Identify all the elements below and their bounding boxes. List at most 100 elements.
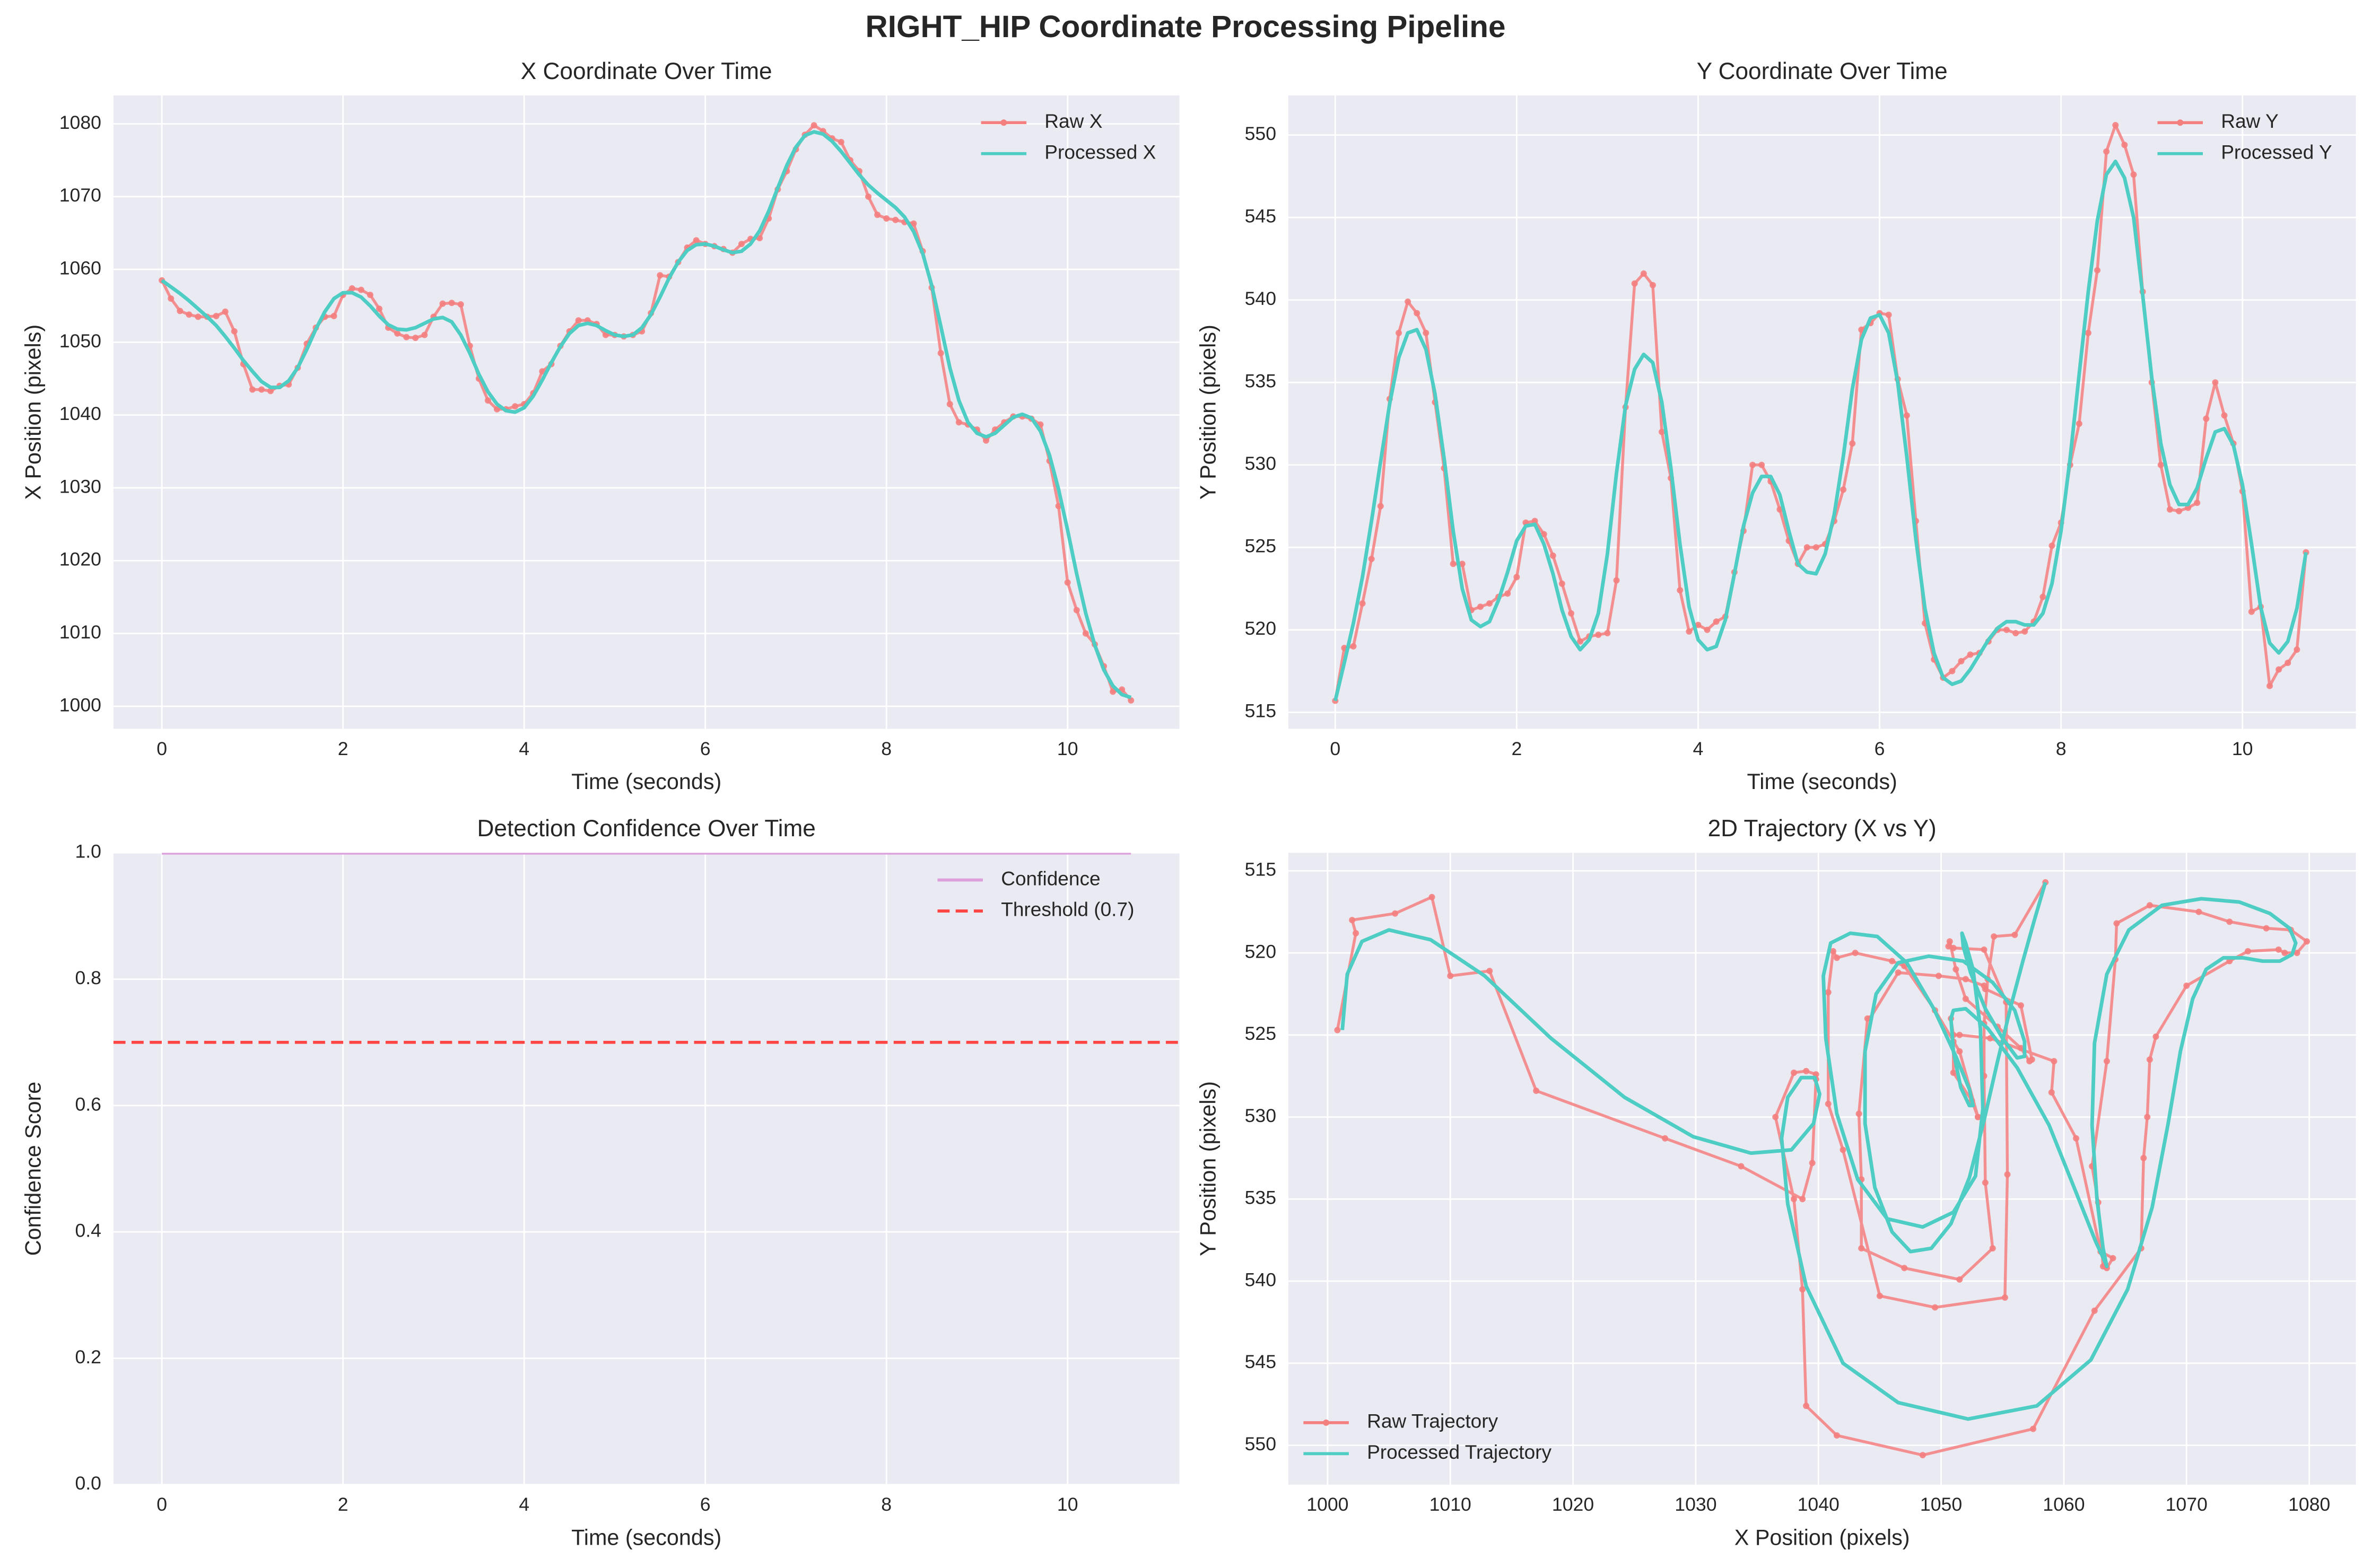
data-point [657, 272, 664, 279]
data-point [1459, 560, 1466, 567]
data-point [1486, 968, 1493, 975]
legend-marker [2177, 119, 2184, 126]
data-point [1790, 1196, 1797, 1203]
series-line [161, 130, 1132, 699]
plot-area [1332, 121, 2309, 704]
data-point [2076, 420, 2082, 427]
data-point [1803, 1403, 1810, 1409]
data-point [448, 300, 455, 306]
x-axis-label: X Position (pixels) [1734, 1525, 1910, 1549]
data-point [575, 317, 582, 324]
subplot: 0 2 4 6 8 10 0.0 0.2 0.4 0.6 0.8 1.0 Detection Confi… [21, 816, 1180, 1549]
data-point [838, 138, 844, 145]
data-point [1577, 638, 1584, 645]
data-point [1833, 1432, 1840, 1439]
x-tick-label: 8 [2056, 738, 2067, 759]
x-tick-label: 1010 [1429, 1494, 1471, 1515]
x-tick-label: 2 [338, 738, 348, 759]
data-point [1803, 544, 1810, 551]
data-point [1772, 1114, 1779, 1120]
data-point [1956, 1276, 1963, 1283]
data-point [1901, 1265, 1908, 1272]
x-tick-label: 2 [338, 1494, 348, 1515]
plot-area [159, 122, 1135, 704]
data-point [1852, 950, 1859, 956]
data-point [222, 308, 229, 315]
x-tick-label: 10 [1057, 738, 1078, 759]
data-point [231, 328, 238, 335]
data-point [168, 295, 175, 302]
y-tick-label: 515 [1245, 700, 1276, 722]
x-tick-label: 1080 [2288, 1494, 2330, 1515]
data-point [1649, 282, 1656, 288]
data-point [2294, 646, 2300, 653]
data-point [1889, 958, 1896, 965]
y-tick-label: 545 [1245, 206, 1276, 227]
data-point [403, 334, 410, 340]
subplot-title: 2D Trajectory (X vs Y) [1708, 816, 1937, 842]
x-tick-label: 1060 [2043, 1494, 2085, 1515]
y-tick-label: 515 [1245, 859, 1276, 880]
data-point [2157, 461, 2164, 468]
data-point [2203, 415, 2210, 422]
plot-area [1334, 879, 2310, 1459]
data-point [421, 331, 428, 338]
legend-label: Threshold (0.7) [1001, 898, 1134, 921]
data-point [539, 368, 546, 375]
data-point [602, 331, 609, 338]
legend: Raw Y Processed Y [2157, 110, 2332, 163]
y-tick-label: 0.8 [75, 967, 101, 988]
data-point [2263, 925, 2270, 932]
x-tick-label: 1040 [1798, 1494, 1840, 1515]
data-point [810, 122, 817, 129]
data-point [983, 437, 990, 444]
x-tick-label: 1020 [1552, 1494, 1594, 1515]
legend: Raw X Processed X [981, 110, 1156, 163]
y-tick-label: 0.4 [75, 1220, 101, 1241]
data-point [2276, 666, 2282, 673]
x-tick-label: 1000 [1306, 1494, 1348, 1515]
legend-label: Confidence [1001, 867, 1100, 889]
data-point [1531, 518, 1538, 524]
x-tick-label: 6 [700, 1494, 711, 1515]
subplot: 0 2 4 6 8 10 515 520 525 530 535 540 545 550 Y Coordin… [1196, 58, 2356, 794]
data-point [1558, 580, 1565, 587]
data-point [1958, 658, 1965, 664]
data-point [946, 401, 953, 408]
data-point [1830, 948, 1836, 954]
x-axis-label: Time (seconds) [571, 1525, 721, 1549]
data-point [1876, 1292, 1883, 1299]
y-tick-label: 1020 [59, 549, 101, 570]
x-tick-label: 8 [881, 738, 892, 759]
x-tick-label: 4 [519, 1494, 529, 1515]
data-point [1713, 618, 1720, 625]
data-point [756, 235, 763, 242]
data-point [1686, 628, 1693, 635]
y-tick-label: 540 [1245, 288, 1276, 309]
data-point [2011, 931, 2018, 938]
data-point [2294, 950, 2300, 956]
plot-background [1288, 95, 2356, 729]
data-point [1946, 938, 1953, 945]
data-point [2021, 628, 2028, 635]
x-tick-label: 0 [1330, 738, 1340, 759]
data-point [2275, 946, 2282, 953]
figure-title: RIGHT_HIP Coordinate Processing Pipeline [866, 10, 1506, 44]
data-point [1396, 329, 1402, 336]
data-point [1640, 270, 1647, 277]
data-point [2212, 379, 2219, 386]
data-point [1513, 574, 1520, 581]
y-tick-label: 550 [1245, 123, 1276, 144]
y-axis-label: Y Position (pixels) [1196, 325, 1221, 500]
data-point [1989, 1245, 1996, 1252]
data-point [1353, 930, 1359, 936]
subplot: 1000 1010 1020 1030 1040 1050 1060 1070 1080 515 5… [1196, 816, 2356, 1549]
data-point [1540, 531, 1547, 538]
data-point [2113, 920, 2120, 927]
legend-label: Raw Y [2221, 110, 2278, 132]
legend: Raw Trajectory Processed Trajectory [1303, 1410, 1552, 1463]
data-point [1982, 1179, 1989, 1186]
data-point [693, 237, 700, 244]
data-point [1082, 630, 1089, 637]
